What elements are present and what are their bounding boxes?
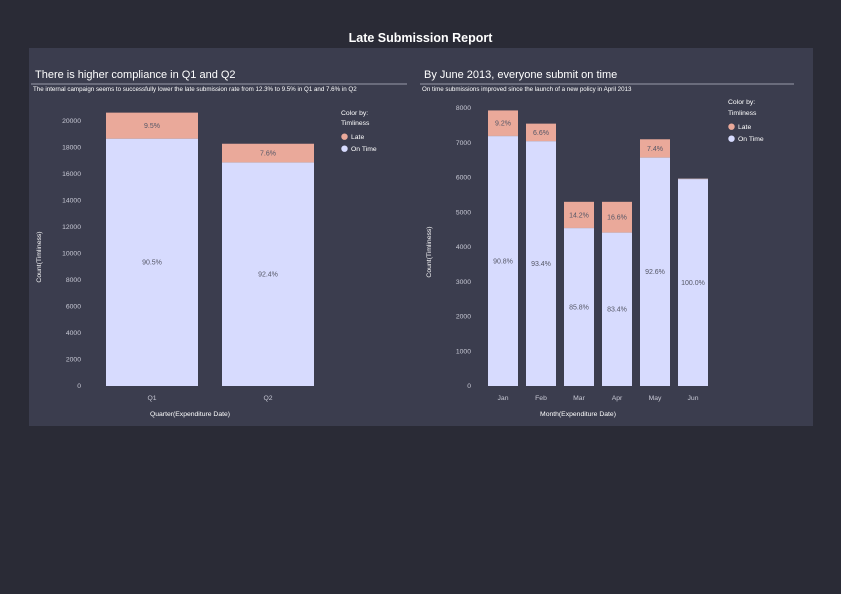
data-label: 16.6% [607, 215, 627, 222]
legend-swatch [341, 133, 348, 140]
y-tick-label: 2000 [456, 314, 471, 321]
y-tick-label: 14000 [62, 198, 81, 205]
bar-late [222, 143, 314, 163]
legend-label: On Time [738, 136, 764, 143]
bar-on-time [488, 135, 518, 386]
x-tick-label: May [649, 395, 662, 402]
x-tick-label: Apr [612, 395, 623, 402]
bar-late [602, 201, 632, 233]
chart-title: By June 2013, everyone submit on time [424, 69, 617, 81]
x-tick-label: Q1 [147, 395, 156, 402]
legend-swatch [728, 123, 735, 130]
chart-subtitle: On time submissions improved since the l… [422, 86, 632, 93]
data-label: 9.2% [495, 121, 511, 128]
y-tick-label: 4000 [66, 330, 81, 337]
x-axis-title: Month(Expenditure Date) [540, 411, 616, 418]
x-tick-label: Mar [573, 395, 585, 402]
data-label: 6.6% [533, 130, 549, 137]
y-tick-label: 0 [467, 383, 471, 390]
data-label: 9.5% [144, 123, 160, 130]
data-label: 83.4% [607, 307, 627, 314]
x-tick-label: Feb [535, 395, 547, 402]
y-tick-label: 0 [77, 383, 81, 390]
x-tick-label: Jun [688, 395, 699, 402]
legend-label: Late [351, 134, 364, 141]
y-tick-label: 6000 [456, 175, 471, 182]
bar-late [526, 123, 556, 142]
bar-on-time [526, 141, 556, 386]
data-label: 14.2% [569, 212, 589, 219]
bar-late [564, 201, 594, 228]
y-tick-label: 6000 [66, 304, 81, 311]
data-label: 92.4% [258, 272, 278, 279]
legend-title: Color by: [341, 110, 368, 117]
data-label: 92.6% [645, 269, 665, 276]
data-label: 100.0% [681, 280, 705, 287]
bar-on-time [564, 227, 594, 386]
data-label: 93.4% [531, 261, 551, 268]
legend-title: Timliness [341, 120, 370, 127]
bar-on-time [602, 232, 632, 386]
y-tick-label: 1000 [456, 348, 471, 355]
bar-late [488, 110, 518, 136]
y-tick-label: 4000 [456, 244, 471, 251]
dashboard-panel: There is higher compliance in Q1 and Q2 T… [29, 48, 813, 426]
y-axis-title: Count(Timliness) [36, 231, 43, 282]
x-tick-label: Jan [498, 395, 509, 402]
data-label: 7.6% [260, 151, 276, 158]
y-tick-label: 18000 [62, 145, 81, 152]
y-tick-label: 7000 [456, 140, 471, 147]
charts-canvas: There is higher compliance in Q1 and Q2 T… [31, 69, 794, 418]
legend-swatch [728, 135, 735, 142]
y-tick-label: 20000 [62, 118, 81, 125]
legend-label: Late [738, 124, 751, 131]
legend-label: On Time [351, 146, 377, 153]
y-tick-label: 5000 [456, 209, 471, 216]
data-label: 85.8% [569, 304, 589, 311]
data-label: 7.4% [647, 146, 663, 153]
y-tick-label: 10000 [62, 251, 81, 258]
x-tick-label: Q2 [263, 395, 272, 402]
y-tick-label: 16000 [62, 171, 81, 178]
bar-late [640, 139, 670, 158]
data-label: 90.5% [142, 260, 162, 267]
chart-subtitle: The internal campaign seems to successfu… [33, 86, 357, 93]
y-tick-label: 8000 [66, 277, 81, 284]
y-tick-label: 12000 [62, 224, 81, 231]
legend-title: Color by: [728, 99, 755, 106]
bar-on-time [678, 178, 708, 386]
legend-title: Timliness [728, 110, 757, 117]
bar-late [106, 112, 198, 139]
x-axis-title: Quarter(Expenditure Date) [150, 411, 230, 418]
bar-on-time [106, 138, 198, 386]
bar-on-time [640, 157, 670, 386]
y-tick-label: 3000 [456, 279, 471, 286]
chart-title: There is higher compliance in Q1 and Q2 [35, 69, 236, 81]
y-axis-title: Count(Timliness) [426, 226, 433, 277]
y-tick-label: 2000 [66, 357, 81, 364]
report-title: Late Submission Report [348, 31, 493, 45]
y-tick-label: 8000 [456, 105, 471, 112]
data-label: 90.8% [493, 258, 513, 265]
legend-swatch [341, 145, 348, 152]
bar-on-time [222, 162, 314, 386]
